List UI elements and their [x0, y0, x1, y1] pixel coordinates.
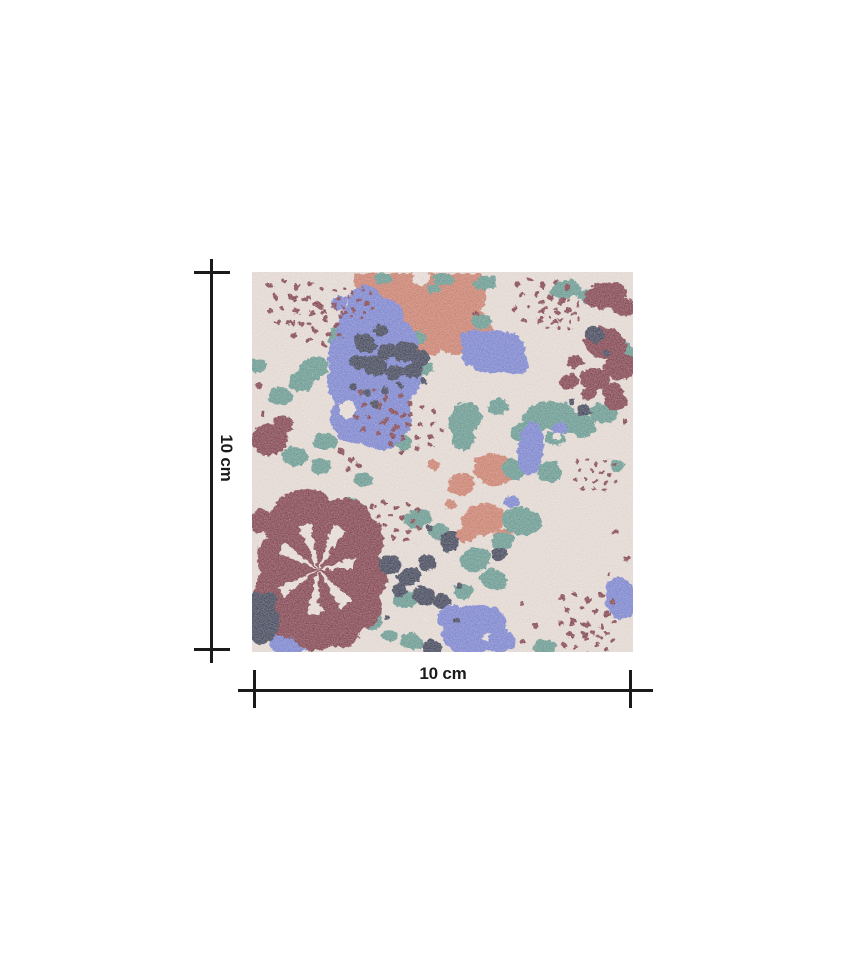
horizontal-ruler-right-tick	[629, 670, 632, 708]
vertical-ruler-label: 10 cm	[217, 434, 236, 482]
horizontal-ruler-line	[238, 689, 653, 692]
vertical-ruler-line	[210, 259, 213, 663]
horizontal-ruler-label: 10 cm	[419, 664, 467, 683]
fabric-grain-dark	[252, 272, 633, 652]
vertical-ruler-top-tick	[194, 271, 230, 274]
fabric-pattern-art	[252, 272, 633, 652]
horizontal-ruler-left-tick	[253, 670, 256, 708]
fabric-swatch-photo	[252, 272, 633, 652]
vertical-ruler-bottom-tick	[194, 648, 230, 651]
